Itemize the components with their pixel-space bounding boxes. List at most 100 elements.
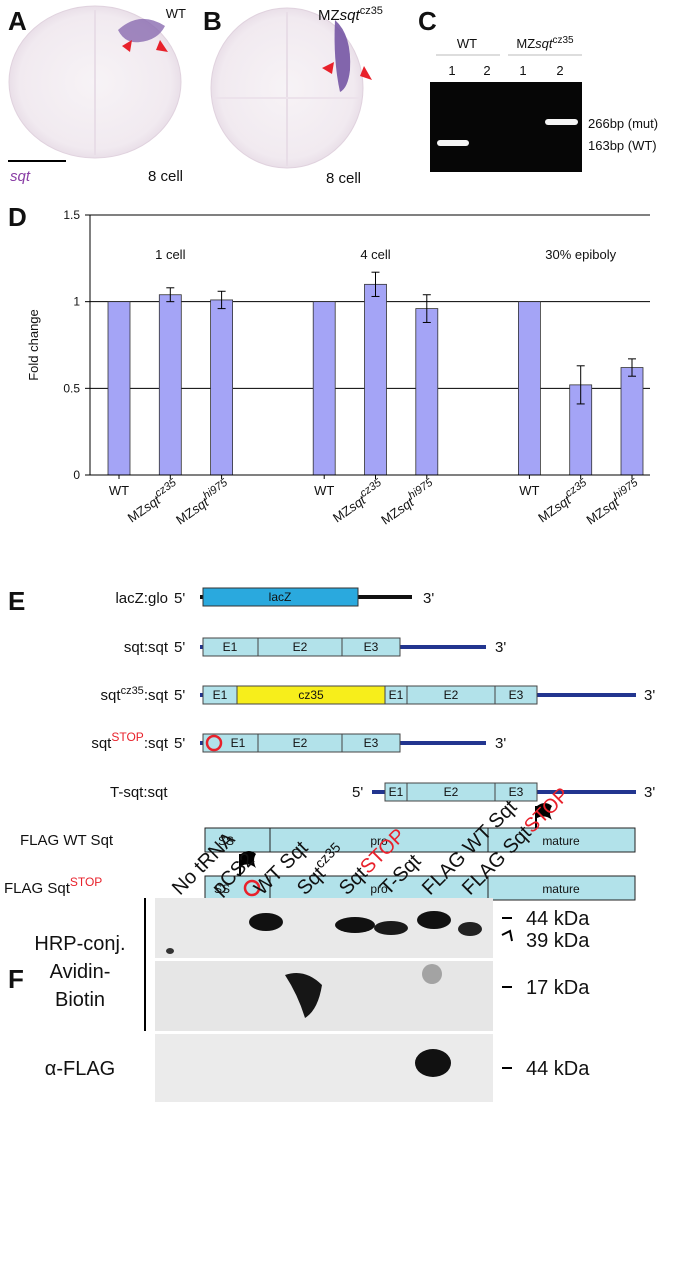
x-tick-label: MZsqthi975	[171, 476, 234, 527]
x-tick-label: MZsqtcz35	[123, 476, 183, 525]
five-prime: 5'	[174, 687, 185, 704]
size-markers	[501, 917, 513, 1069]
five-prime: 5'	[174, 639, 185, 656]
three-prime: 3'	[644, 687, 655, 704]
error-bar	[576, 365, 585, 405]
exon-label: E3	[364, 640, 379, 654]
lane-label: 2	[483, 63, 490, 78]
detection-label: Avidin-	[50, 961, 111, 983]
lane-label: 1	[448, 63, 455, 78]
exon-label: E3	[509, 785, 524, 799]
construct-name: FLAG SqtSTOP	[4, 875, 102, 897]
error-bar	[628, 358, 636, 377]
exon	[341, 637, 401, 657]
detection-label: HRP-conj.	[34, 933, 125, 955]
genotype-gene: sqt	[535, 36, 554, 51]
name-part: FLAG Sqt	[4, 880, 71, 897]
label-allele: hi975	[406, 476, 436, 502]
five-prime: 5'	[174, 735, 185, 752]
stage-label: 8 cell	[326, 170, 361, 187]
y-axis-label: Fold change	[26, 309, 41, 381]
panel-label: E	[8, 586, 25, 616]
genotype-label: MZsqtcz35	[318, 5, 383, 24]
gel-band	[437, 140, 469, 146]
stage-label: 8 cell	[148, 168, 183, 185]
exon-label: E3	[364, 736, 379, 750]
gel-group-label: MZsqtcz35	[516, 35, 574, 52]
detection-label: α-FLAG	[45, 1058, 115, 1080]
exon	[494, 782, 538, 802]
exon-label: E1	[213, 688, 228, 702]
domain-label: SS	[214, 882, 230, 896]
gel-band	[545, 119, 578, 125]
western-blot	[155, 898, 493, 1102]
size-label: 39 kDa	[526, 930, 590, 952]
domain-label: pro	[370, 882, 388, 896]
domain-label: pro	[370, 834, 388, 848]
five-prime: 5'	[174, 590, 185, 607]
name-part: :sqt	[144, 687, 169, 704]
bar	[107, 301, 131, 476]
panel-label: B	[203, 6, 222, 36]
exon	[494, 685, 538, 705]
gene-box	[202, 587, 359, 607]
bar	[210, 299, 234, 476]
panel-label: A	[8, 6, 27, 36]
label-allele: cz35	[153, 476, 180, 500]
genotype-allele: cz35	[553, 35, 575, 46]
label-allele: hi975	[201, 476, 231, 502]
domain-label: mature	[542, 882, 580, 896]
exon-label: E1	[231, 736, 246, 750]
exon-label: E1	[389, 688, 404, 702]
exon-label: E2	[293, 640, 308, 654]
bar	[312, 301, 336, 476]
bar	[364, 283, 387, 476]
error-bar	[166, 287, 175, 303]
panel-label: F	[8, 964, 24, 994]
domain	[487, 875, 636, 901]
panel-label: C	[418, 6, 437, 36]
construct-diagram: lacZ:glo 5' lacZ 3' sqt:sqt 5' E1 E2 E3 …	[4, 587, 655, 901]
group-label: 1 cell	[155, 247, 185, 262]
label-allele: hi975	[611, 476, 641, 502]
band-label: 163bp (WT)	[588, 138, 657, 153]
name-sup: STOP	[70, 875, 102, 889]
x-tick-label: MZsqtcz35	[533, 476, 593, 525]
exon-label: E1	[223, 640, 238, 654]
lane-label: 2	[556, 63, 563, 78]
name-part: :sqt	[144, 735, 169, 752]
size-label: 17 kDa	[526, 977, 590, 999]
three-prime: 3'	[495, 639, 506, 656]
name-part: sqt	[91, 735, 112, 752]
x-tick-label: WT	[109, 483, 129, 498]
name-part: sqt	[101, 687, 122, 704]
size-label: 44 kDa	[526, 908, 590, 930]
three-prime: 3'	[423, 590, 434, 607]
stop-marker	[205, 734, 223, 752]
bar	[415, 308, 439, 476]
name-sup: STOP	[111, 730, 143, 744]
exon-label: E2	[444, 688, 459, 702]
exon-label: E1	[389, 785, 404, 799]
bar-chart: 00.511.51 cell 4 cell 30% epibolyWTMZsqtcz…	[63, 208, 650, 528]
name-sup: cz35	[121, 685, 144, 697]
gel-group-label: WT	[457, 36, 477, 51]
genotype-prefix: MZ	[318, 7, 340, 24]
construct-name: FLAG WT Sqt	[20, 832, 114, 849]
construct-name: sqtcz35:sqt	[101, 685, 169, 704]
lane-label: 1	[519, 63, 526, 78]
embryo-image	[8, 5, 182, 159]
construct-name: lacZ:glo	[115, 590, 168, 607]
y-tick-label: 0	[73, 468, 80, 482]
size-label: 44 kDa	[526, 1058, 590, 1080]
bar	[518, 301, 541, 476]
gel-image	[430, 82, 582, 172]
y-tick-label: 0.5	[63, 381, 80, 395]
band-label: 266bp (mut)	[588, 116, 658, 131]
panel-label: D	[8, 202, 27, 232]
bar	[620, 367, 644, 476]
construct-name: T-sqt:sqt	[110, 784, 168, 801]
domain	[487, 827, 636, 853]
exon-label: E2	[293, 736, 308, 750]
